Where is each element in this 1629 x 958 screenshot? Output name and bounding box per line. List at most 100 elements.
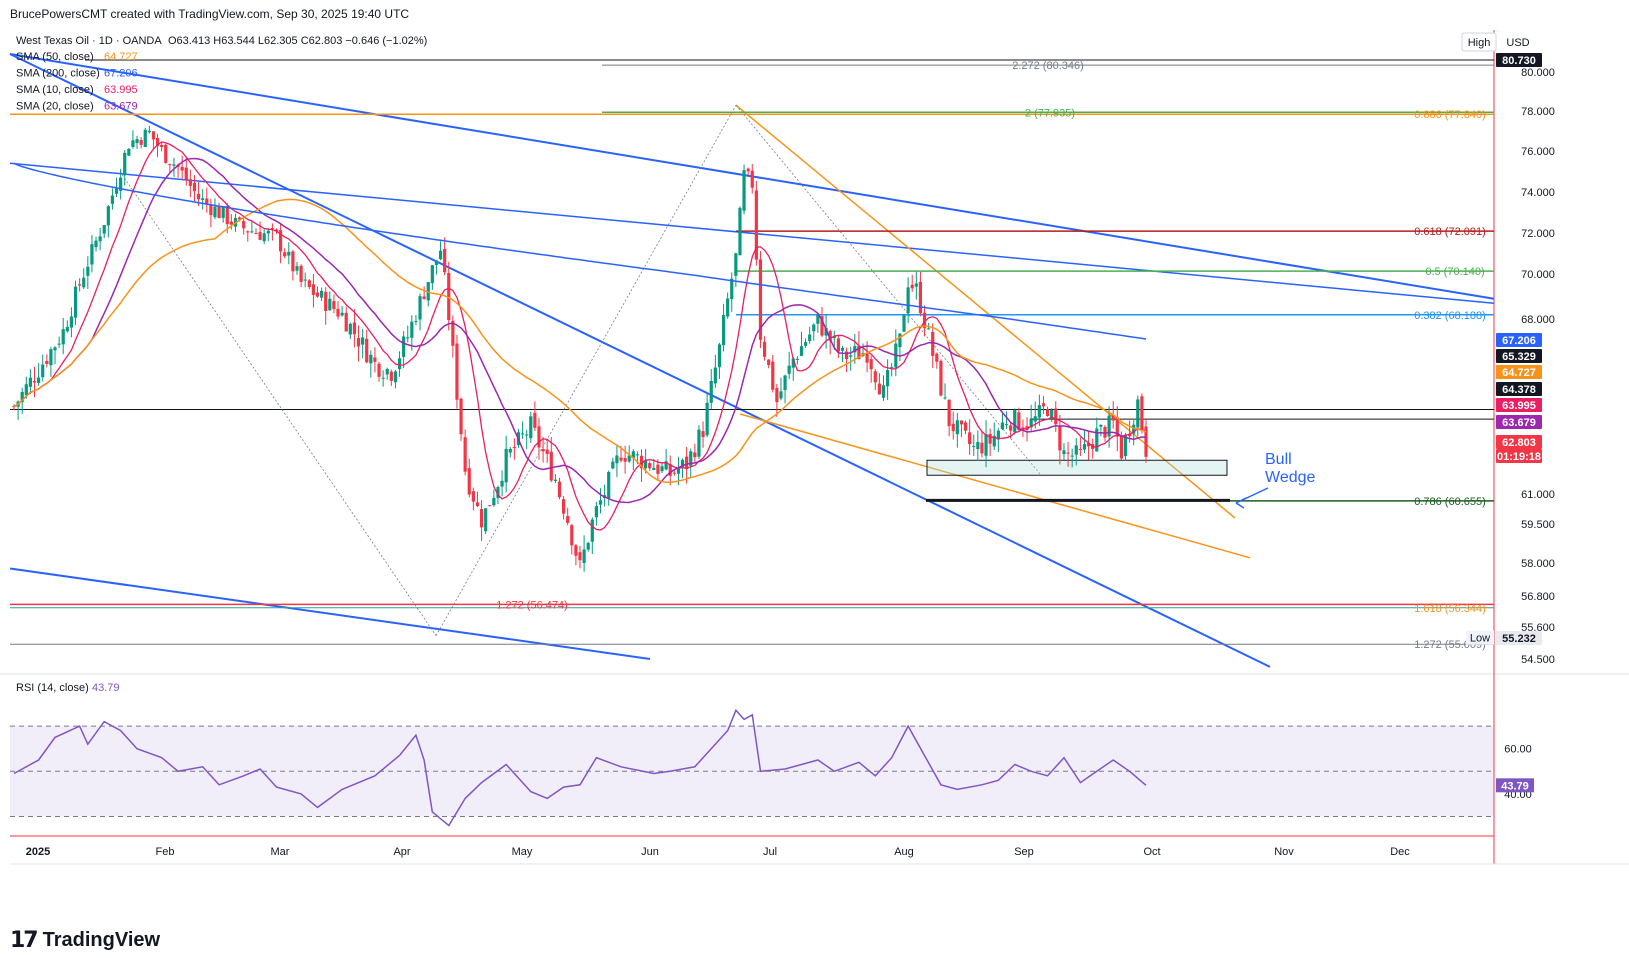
candle-body <box>762 341 767 357</box>
attribution-bar: BrucePowersCMT created with TradingView.… <box>0 0 1629 26</box>
price-tick-8: 59.500 <box>1521 519 1555 531</box>
candle-body <box>717 344 722 368</box>
candle-body <box>914 283 918 287</box>
tradingview-logo[interactable]: 17 TradingView <box>10 925 160 955</box>
candle-body <box>898 333 902 348</box>
candle-body <box>250 231 254 233</box>
candle-body <box>127 148 131 156</box>
price-tag-8: 01:19:18 <box>1497 451 1541 463</box>
price-tag-3: 64.727 <box>1502 367 1536 379</box>
candle-body <box>1136 399 1140 428</box>
legend-indicator-value-2: 63.995 <box>104 84 138 96</box>
swing-connector-1 <box>119 171 437 636</box>
legend-title: West Texas Oil · 1D · OANDA <box>16 35 162 47</box>
candle-body <box>607 471 611 499</box>
candle-body <box>1086 443 1091 447</box>
candle-body <box>1050 409 1054 419</box>
fib-label-4: 0.5 (70.140) <box>1425 266 1484 278</box>
time-tick-9: Oct <box>1143 846 1160 858</box>
price-tag-0: 80.730 <box>1502 55 1536 67</box>
candle-body <box>86 266 90 276</box>
fib-label-0: 2.272 (80.346) <box>1012 60 1084 72</box>
price-tag-4: 64.378 <box>1502 384 1536 396</box>
candle-body <box>574 545 578 556</box>
fib-label-5: 0.382 (68.188) <box>1414 310 1486 322</box>
price-tick-7: 61.000 <box>1521 489 1555 501</box>
candle-body <box>348 323 352 335</box>
candle-body <box>1078 448 1082 450</box>
candle-body <box>939 360 943 396</box>
candle-body <box>627 455 631 462</box>
candle-body <box>299 265 303 282</box>
candle-body <box>1000 422 1005 430</box>
candle-body <box>37 377 41 383</box>
candle-body <box>213 206 217 218</box>
price-tag-9: 55.232 <box>1502 633 1536 645</box>
candle-body <box>270 228 274 230</box>
candle-body <box>520 433 525 435</box>
candle-body <box>73 286 78 318</box>
price-tick-6: 68.000 <box>1521 314 1555 326</box>
fib-label-1: 2 (77.935) <box>1025 107 1075 119</box>
candle-body <box>443 248 447 273</box>
candle-body <box>1058 426 1062 451</box>
low-label-bg <box>1466 630 1494 645</box>
price-tag-bg-8 <box>1496 449 1542 463</box>
annotation-bull: Bull <box>1265 451 1292 468</box>
candle-body <box>1066 452 1070 454</box>
candle-body <box>750 170 754 188</box>
time-tick-2: Mar <box>271 846 290 858</box>
chart-canvas[interactable]: 2.272 (80.346) 2 (77.935) 0.886 (77.840) 0.… <box>0 26 1629 914</box>
price-tag-1: 67.206 <box>1502 335 1536 347</box>
candle-body <box>106 206 110 226</box>
candle-body <box>488 505 492 507</box>
candle-body <box>844 351 849 360</box>
candle-body <box>537 426 541 448</box>
candle-body <box>114 188 119 194</box>
candle-body <box>291 251 295 272</box>
candle-body <box>553 479 557 481</box>
candle-body <box>726 298 730 317</box>
candle-body <box>266 230 270 234</box>
candle-body <box>927 328 931 330</box>
candle-body <box>135 139 139 144</box>
candle-body <box>147 130 151 133</box>
candle-body <box>98 236 102 242</box>
candle-body <box>1099 424 1103 427</box>
candle-body <box>783 375 787 391</box>
candle-body <box>397 358 402 370</box>
time-tick-10: Nov <box>1274 846 1294 858</box>
fib-label-6: 0.786 (60.655) <box>1414 496 1486 508</box>
candle-body <box>931 332 935 356</box>
candle-body <box>196 193 201 200</box>
price-tick-10: 56.800 <box>1521 591 1555 603</box>
candle-body <box>455 343 459 400</box>
price-tick-9: 58.000 <box>1521 558 1555 570</box>
candle-body <box>315 292 320 297</box>
candle-body <box>393 371 398 383</box>
annotation-wedge: Wedge <box>1265 469 1316 486</box>
candle-body <box>102 225 106 234</box>
fib-label-7: 1.272 (56.474) <box>496 599 568 611</box>
candle-body <box>578 552 582 561</box>
trendline-sma-like <box>9 162 1495 304</box>
candle-body <box>906 287 910 314</box>
fib-label-3: 0.618 (72.091) <box>1414 226 1486 238</box>
candle-body <box>828 331 832 341</box>
candle-body <box>984 434 988 456</box>
price-tag-bg-2 <box>1496 349 1542 363</box>
candle-body <box>951 423 955 432</box>
candle-body <box>45 360 49 364</box>
sma-50-line <box>13 198 1147 483</box>
candle-body <box>598 500 603 505</box>
candle-body <box>1017 412 1021 431</box>
candle-body <box>65 326 69 332</box>
candle-body <box>143 129 147 148</box>
candle-body <box>525 434 529 436</box>
price-tag-bg-7 <box>1496 435 1542 449</box>
candle-body <box>139 139 143 145</box>
candle-body <box>676 468 681 474</box>
candle-body <box>582 549 586 563</box>
candle-body <box>90 244 94 265</box>
